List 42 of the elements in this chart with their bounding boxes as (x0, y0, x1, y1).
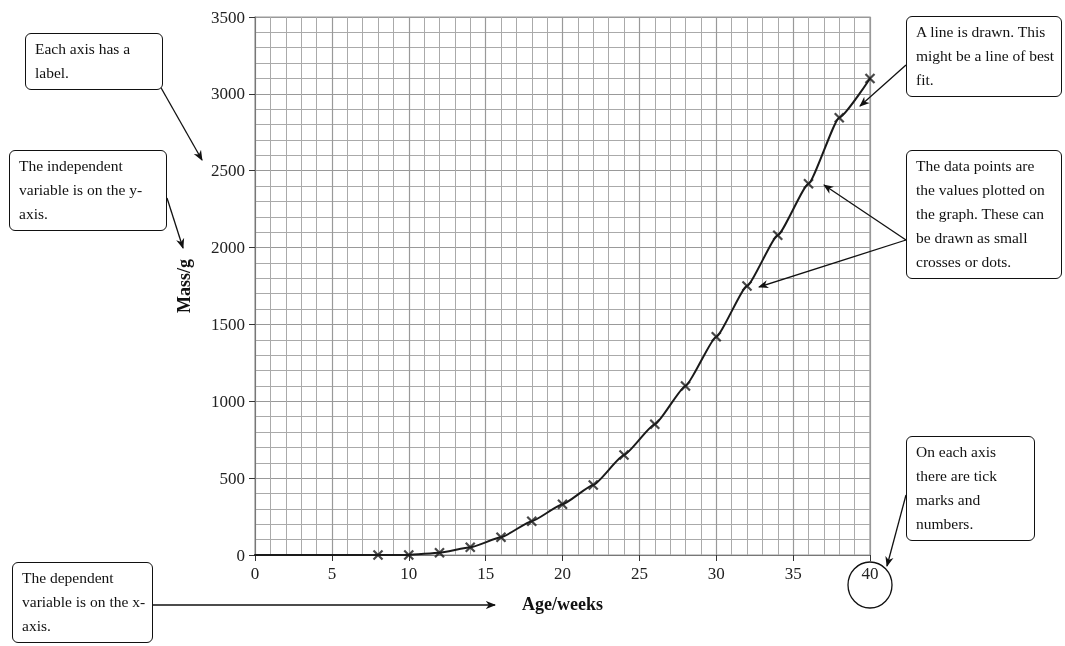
point (495, 531, 507, 543)
x-tick-label: 0 (250, 564, 260, 583)
y-tick-label: 1500 (211, 314, 245, 334)
x-tick-label: 10 (400, 564, 418, 583)
point (679, 380, 692, 392)
x-tick-label: 40 (861, 564, 879, 583)
callout-box: The dependent variable is on the x-axis. (12, 562, 153, 643)
point (710, 331, 722, 343)
point (526, 515, 538, 527)
y-tick-label: 3500 (211, 7, 245, 27)
y-tick-label: 0 (236, 545, 245, 565)
point (587, 479, 599, 491)
point (403, 549, 415, 561)
x-axis-title: Age/weeks (522, 594, 603, 614)
point (372, 549, 384, 561)
x-tick-label: 15 (477, 564, 495, 583)
y-tick-label: 500 (219, 468, 245, 488)
x-tick-label: 5 (327, 564, 337, 583)
point (772, 229, 784, 241)
y-axis-title: Mass/g (174, 259, 194, 313)
x-tick-label: 20 (554, 564, 571, 583)
x-tick-label: 35 (784, 564, 802, 583)
y-tick-label: 3000 (211, 84, 245, 104)
point (433, 547, 446, 559)
callout-box: A line is drawn. This might be a line of best fit. (906, 16, 1062, 97)
point (464, 541, 476, 553)
y-tick-label: 2000 (211, 238, 245, 258)
point (556, 498, 569, 510)
x-tick-label: 25 (630, 564, 648, 583)
callout-box: The independent variable is on the y-axis. (9, 150, 167, 231)
y-tick-label: 2500 (211, 161, 245, 181)
callout-box: The data points are the values plotted on the graph. These can be drawn as small crosses or dots. (906, 150, 1062, 279)
point (864, 72, 876, 85)
callout-box: Each axis has a label. (25, 33, 163, 90)
point (833, 112, 845, 124)
point (618, 449, 630, 461)
x-tick-label: 30 (707, 564, 725, 583)
point (802, 178, 815, 190)
point (649, 418, 661, 430)
point (741, 280, 753, 292)
callout-box: On each axis there are tick marks and numbers. (906, 436, 1035, 541)
y-tick-label: 1000 (211, 391, 245, 411)
